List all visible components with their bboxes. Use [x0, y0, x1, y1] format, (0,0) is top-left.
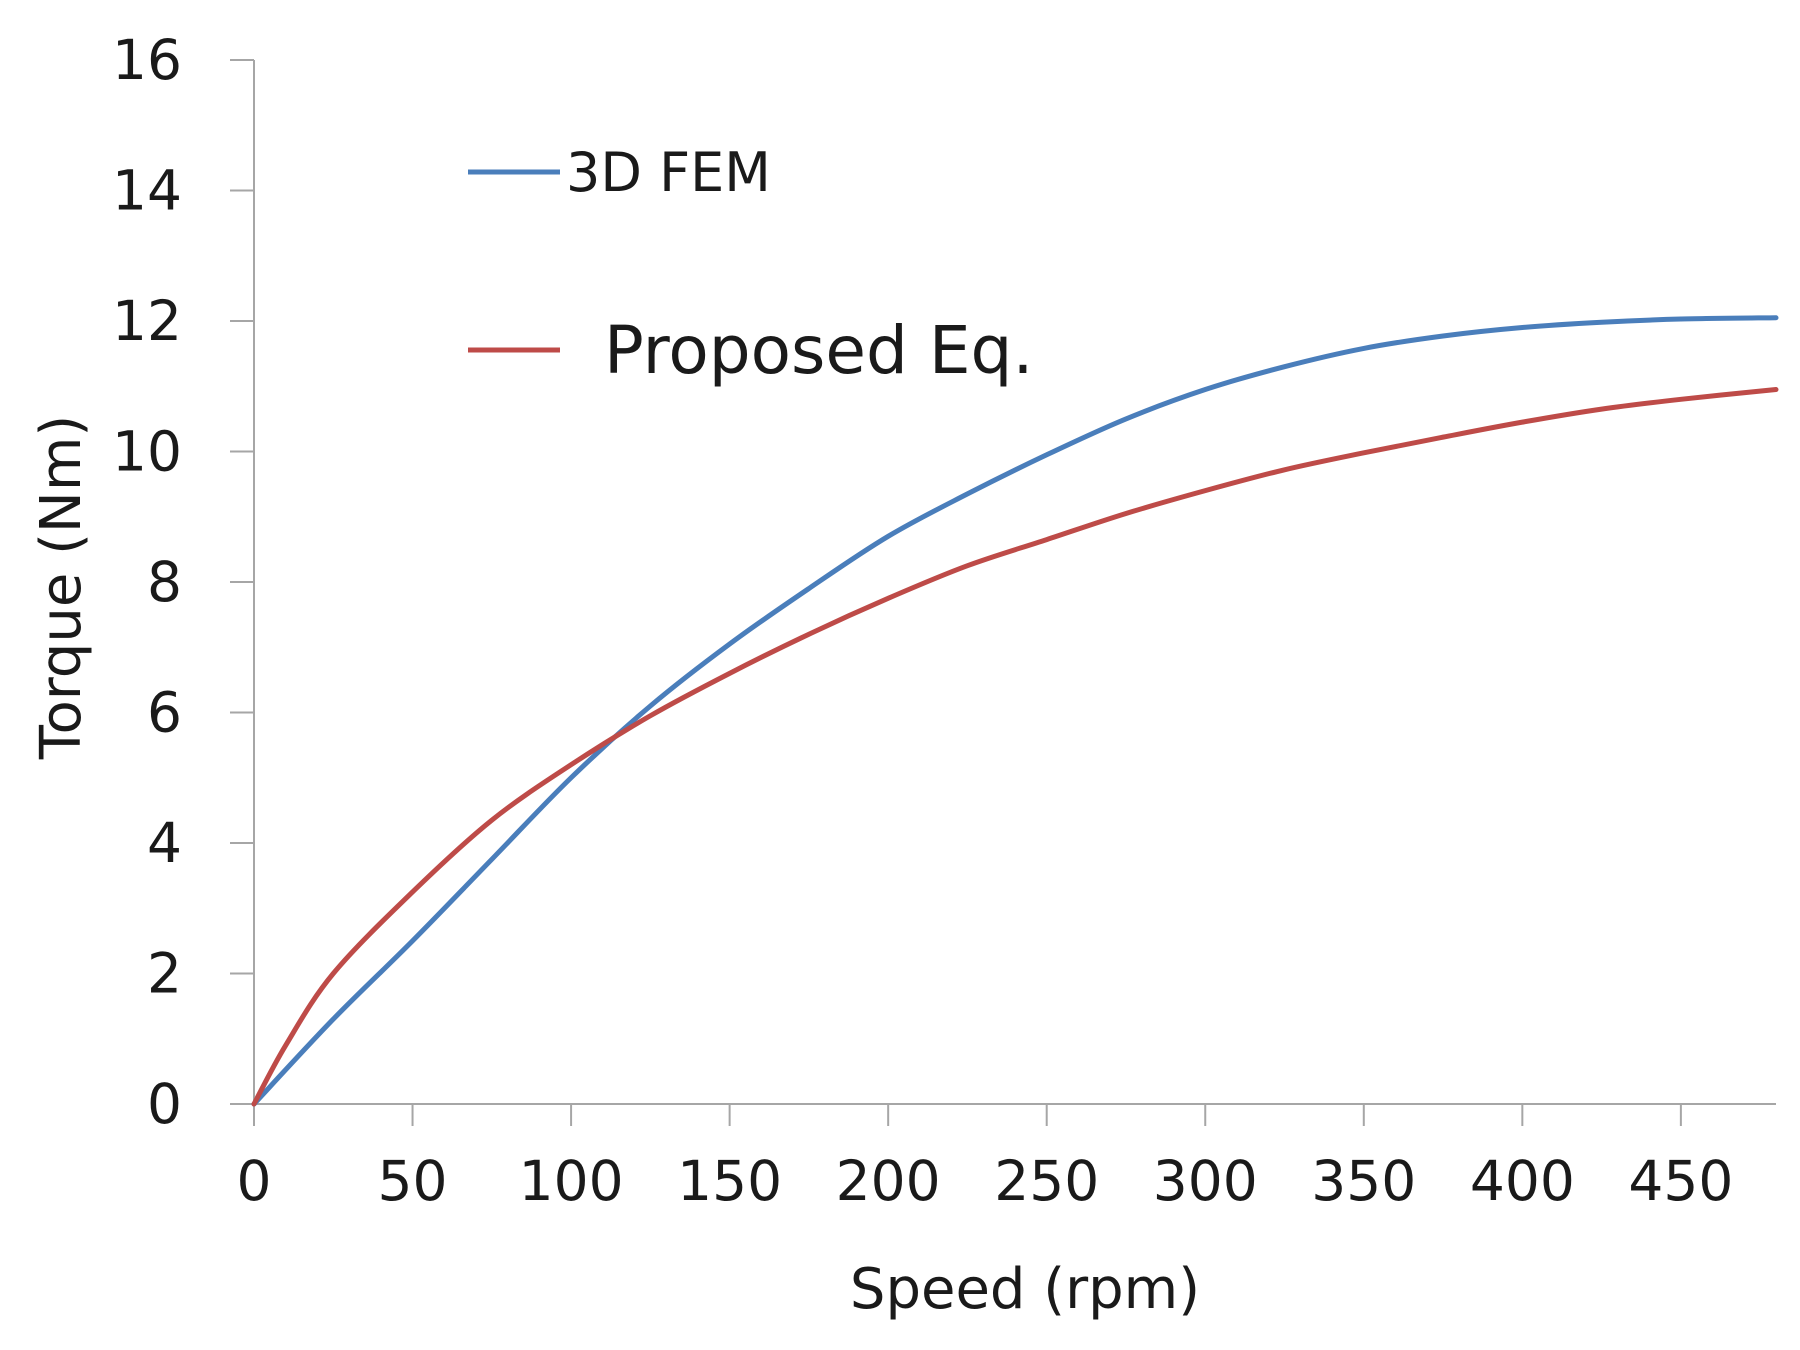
y-tick-label: 8 [147, 550, 182, 614]
x-tick-label: 350 [1311, 1149, 1416, 1213]
series-line-proposed [251, 387, 1779, 1107]
series-lines [251, 315, 1779, 1107]
y-tick-label: 14 [112, 159, 182, 223]
x-tick-label: 100 [519, 1149, 624, 1213]
x-tick-label: 0 [237, 1149, 272, 1213]
axes: 0 2 4 6 8 10 12 14 16 0 50 100 150 200 250 300 350 400 450 [112, 28, 1776, 1213]
series-line-fem [251, 315, 1779, 1107]
legend-label-proposed: Proposed Eq. [604, 312, 1033, 389]
y-axis-title: Torque (Nm) [29, 415, 94, 760]
x-tick-label: 200 [836, 1149, 941, 1213]
x-tick-label: 250 [994, 1149, 1099, 1213]
legend-label-fem: 3D FEM [566, 141, 771, 204]
y-tick-label: 6 [147, 681, 182, 745]
x-tick-label: 150 [677, 1149, 782, 1213]
legend: 3D FEM Proposed Eq. [468, 141, 1033, 389]
y-tick-label: 12 [112, 289, 182, 353]
y-tick-label: 16 [112, 28, 182, 92]
x-axis-title: Speed (rpm) [850, 1257, 1200, 1322]
y-tick-label: 2 [147, 942, 182, 1006]
y-tick-label: 0 [147, 1072, 182, 1136]
x-tick-label: 400 [1470, 1149, 1575, 1213]
x-tick-label: 450 [1628, 1149, 1733, 1213]
y-tick-label: 10 [112, 420, 182, 484]
x-tick-label: 300 [1153, 1149, 1258, 1213]
y-tick-label: 4 [147, 811, 182, 875]
x-tick-label: 50 [378, 1149, 448, 1213]
